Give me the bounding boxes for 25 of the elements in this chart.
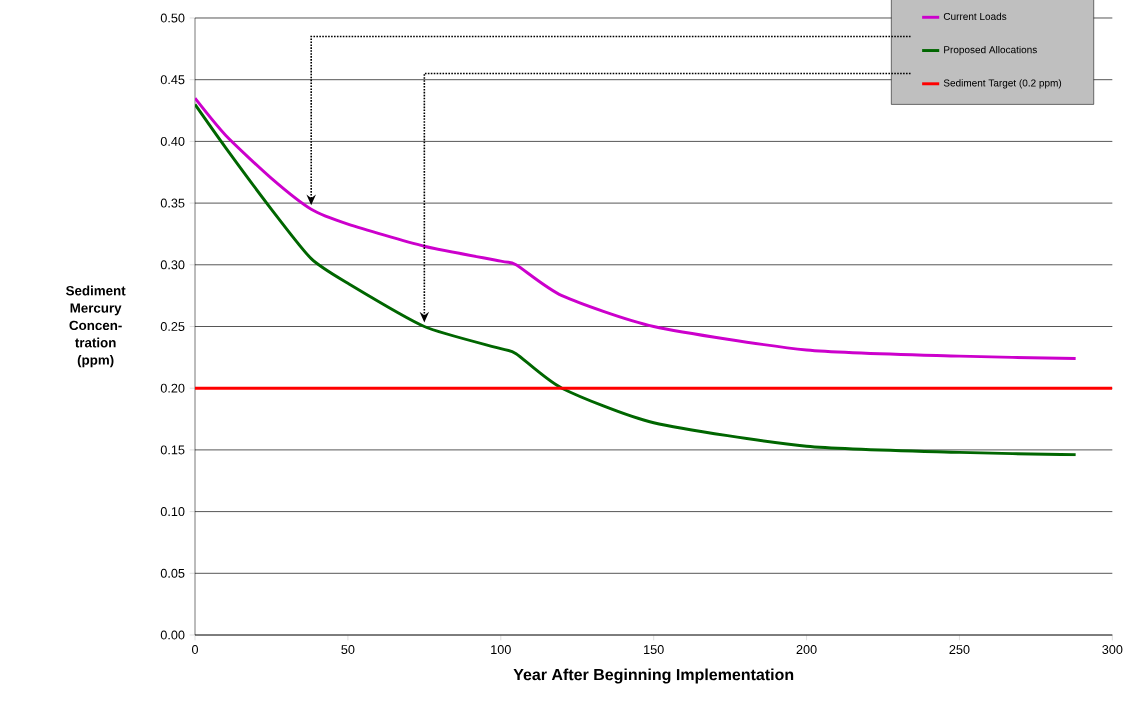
y-tick-label: 0.20 xyxy=(160,383,185,393)
y-tick-label: 0.05 xyxy=(160,568,185,578)
line-series xyxy=(195,102,1078,457)
y-tick-label: 0.00 xyxy=(160,630,185,640)
y-axis-title: Sediment Mercury Concen-tration (ppm) xyxy=(66,285,126,368)
x-tick-label: 200 xyxy=(796,645,817,655)
y-tick-label: 0.50 xyxy=(160,13,185,23)
legend-label: Current Loads xyxy=(943,12,1007,21)
y-tick-label: 0.40 xyxy=(160,136,185,146)
y-tick-label: 0.45 xyxy=(160,75,185,85)
y-tick-label: 0.25 xyxy=(160,322,185,331)
legend-label: Sediment Target (0.2 ppm) xyxy=(943,79,1062,89)
y-tick-label: 0.10 xyxy=(160,507,185,517)
x-tick-label: 50 xyxy=(341,645,355,655)
y-tick-label: 0.30 xyxy=(160,260,185,270)
y-tick-label: 0.35 xyxy=(160,198,185,208)
x-tick-label: 150 xyxy=(644,645,664,655)
line-series xyxy=(195,96,1078,361)
y-tick-label: 0.15 xyxy=(160,445,185,455)
x-axis-title: Year After Beginning Implementation xyxy=(513,668,794,684)
legend-label: Proposed Allocations xyxy=(944,45,1037,56)
x-tick-label: 100 xyxy=(491,645,511,655)
x-tick-label: 250 xyxy=(949,645,970,655)
x-tick-label: 0 xyxy=(191,645,199,655)
x-tick-label: 300 xyxy=(1102,645,1123,655)
